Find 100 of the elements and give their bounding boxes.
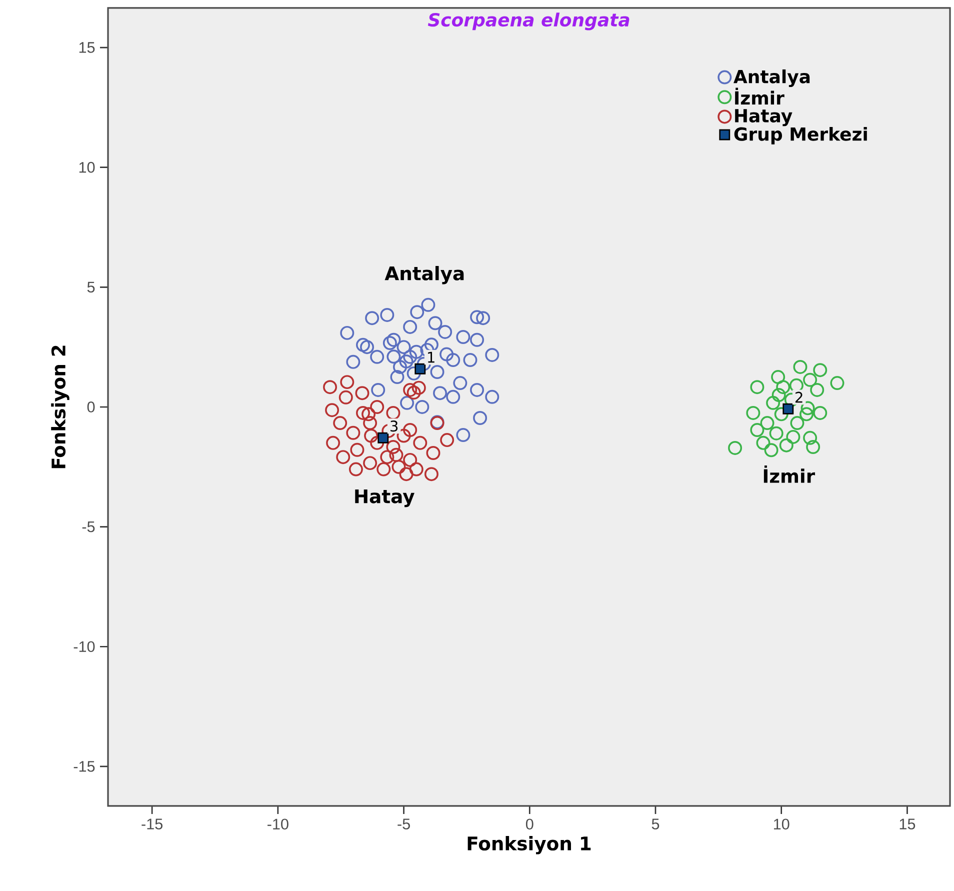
annotation: 2 — [795, 392, 802, 403]
legend-label: Hatay — [735, 109, 792, 126]
x-axis-title: Fonksiyon 1 — [468, 836, 591, 854]
point — [764, 443, 778, 458]
point — [446, 353, 460, 368]
x-tick-label: 5 — [652, 818, 660, 830]
point — [409, 462, 424, 476]
point — [810, 382, 824, 397]
annotation: 1 — [428, 352, 434, 363]
point — [424, 467, 438, 482]
point — [782, 403, 794, 414]
point — [779, 438, 794, 452]
point — [426, 446, 440, 460]
x-tick-label: -15 — [142, 818, 162, 830]
x-tick-label: 10 — [774, 818, 790, 830]
y-tick-label: -15 — [74, 761, 95, 772]
point — [340, 375, 354, 390]
point — [446, 390, 460, 404]
point — [485, 390, 500, 404]
point — [370, 350, 384, 364]
point — [386, 332, 401, 347]
point — [370, 400, 384, 414]
point — [750, 422, 764, 437]
point — [412, 380, 426, 395]
point — [389, 448, 404, 462]
point — [470, 382, 484, 397]
point — [786, 430, 800, 444]
point — [414, 363, 426, 374]
point — [813, 406, 828, 420]
point — [410, 305, 424, 320]
y-tick-label: 0 — [87, 402, 95, 412]
x-tick-label: -5 — [398, 818, 410, 830]
point — [325, 403, 340, 418]
point — [456, 330, 470, 344]
point — [440, 433, 454, 448]
point — [769, 426, 784, 440]
x-tick-label: 15 — [900, 818, 916, 830]
point — [415, 400, 430, 414]
y-tick-label: 10 — [79, 162, 95, 173]
point — [403, 382, 418, 397]
point — [355, 386, 370, 400]
point — [338, 390, 353, 404]
point — [400, 396, 414, 410]
point — [371, 382, 386, 397]
point — [776, 380, 790, 394]
point — [378, 432, 389, 444]
point — [348, 462, 363, 476]
point — [830, 376, 844, 390]
point — [382, 336, 397, 350]
point — [453, 376, 468, 390]
point — [340, 326, 354, 340]
point — [386, 350, 401, 364]
point — [800, 407, 814, 422]
annotation: İzmir — [764, 465, 816, 483]
y-axis-title: Fonksiyon 2 — [51, 346, 70, 468]
legend-label: İzmir — [735, 88, 784, 104]
point — [772, 388, 786, 402]
point — [424, 338, 438, 352]
point — [771, 370, 786, 384]
point — [406, 366, 421, 380]
point — [774, 407, 788, 422]
legend-label: Grup Merkezi — [734, 126, 867, 144]
y-tick-label: 5 — [87, 282, 95, 293]
point — [793, 360, 808, 374]
point — [456, 428, 470, 442]
point — [356, 338, 370, 352]
point — [750, 380, 764, 394]
point — [473, 411, 488, 426]
point — [728, 440, 742, 455]
point — [399, 354, 414, 368]
point — [323, 380, 338, 394]
point — [806, 440, 820, 454]
point — [440, 347, 454, 362]
point — [326, 436, 340, 450]
point — [403, 350, 418, 364]
y-tick-label: -10 — [74, 641, 95, 652]
point — [390, 370, 404, 384]
point — [350, 442, 364, 457]
point — [789, 378, 804, 392]
point — [403, 422, 418, 437]
point — [365, 311, 380, 326]
point — [813, 363, 828, 378]
point — [403, 452, 418, 467]
point — [428, 316, 442, 330]
x-tick-label: 0 — [526, 818, 534, 830]
point — [409, 344, 424, 359]
point — [803, 430, 818, 445]
point — [463, 353, 478, 368]
point — [470, 332, 484, 347]
chart-title: Scorpaena elongata — [428, 12, 630, 30]
point — [760, 416, 774, 430]
point — [485, 348, 500, 362]
point — [392, 360, 407, 374]
point — [333, 416, 348, 430]
y-tick-label: 15 — [79, 42, 95, 53]
point — [756, 436, 770, 450]
point — [392, 460, 406, 474]
point — [362, 407, 376, 422]
annotation: Antalya — [384, 266, 464, 284]
point — [403, 320, 418, 334]
